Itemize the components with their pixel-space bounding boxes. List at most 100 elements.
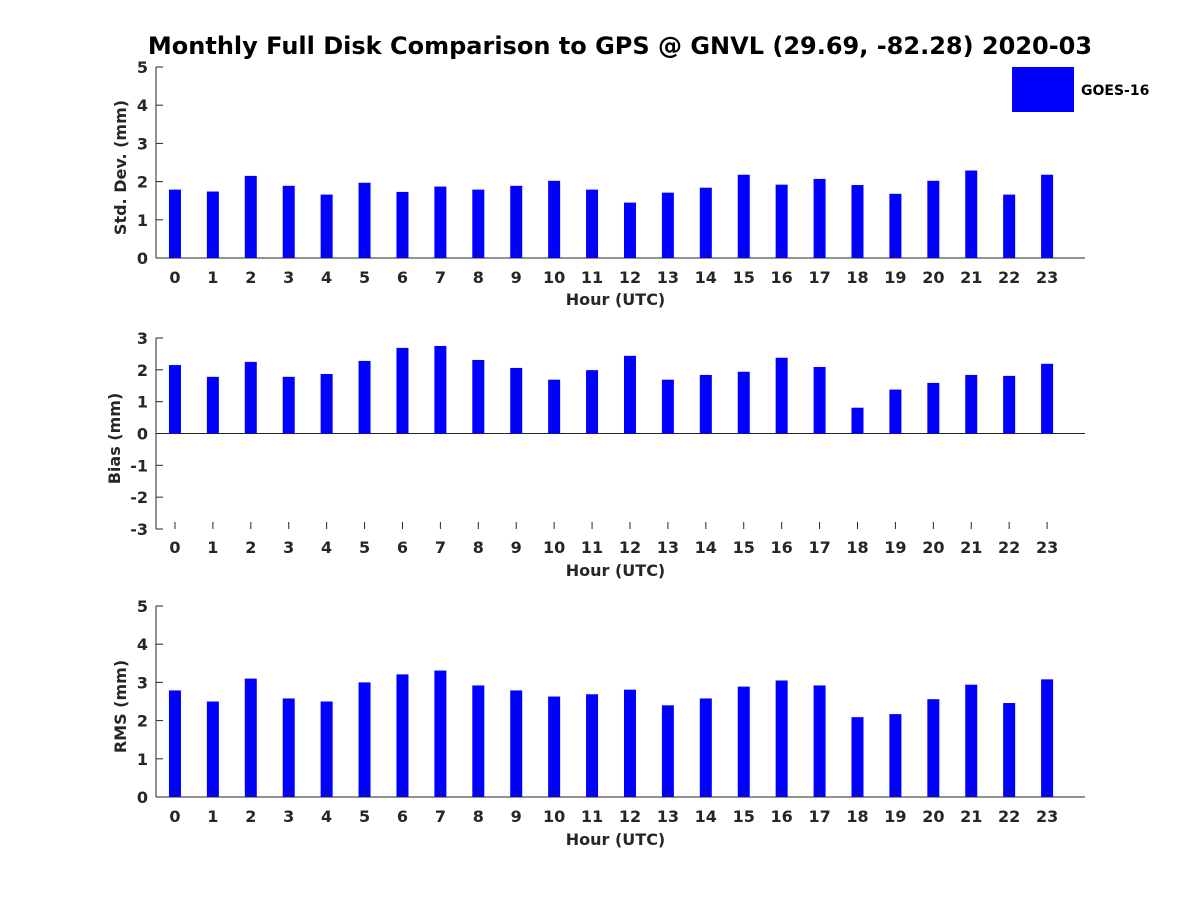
bar — [434, 670, 447, 797]
bar — [472, 359, 485, 434]
bar — [510, 185, 523, 258]
x-tick-label: 23 — [1036, 538, 1058, 557]
x-tick-label: 0 — [169, 538, 180, 557]
y-tick-label: 2 — [137, 361, 148, 380]
bar — [168, 690, 181, 797]
x-tick-label: 9 — [511, 807, 522, 826]
x-tick-label: 11 — [581, 268, 603, 287]
x-tick-label: 20 — [922, 538, 944, 557]
y-tick-label: 0 — [137, 788, 148, 807]
x-tick-label: 15 — [733, 268, 755, 287]
x-tick-label: 23 — [1036, 268, 1058, 287]
bar — [775, 357, 788, 434]
bar — [472, 685, 485, 797]
x-tick-label: 21 — [960, 538, 982, 557]
x-tick-label: 19 — [884, 538, 906, 557]
bar — [889, 193, 902, 258]
bar — [1041, 174, 1054, 258]
bar — [396, 674, 409, 797]
bar — [244, 175, 257, 258]
x-tick-label: 3 — [283, 807, 294, 826]
bar — [358, 682, 371, 797]
x-tick-label: 9 — [511, 268, 522, 287]
y-tick-label: 1 — [137, 393, 148, 412]
x-tick-label: 20 — [922, 807, 944, 826]
x-tick-label: 12 — [619, 268, 641, 287]
x-tick-label: 13 — [657, 807, 679, 826]
x-tick-label: 13 — [657, 268, 679, 287]
bar — [548, 180, 561, 258]
x-tick-label: 9 — [511, 538, 522, 557]
x-tick-label: 7 — [435, 268, 446, 287]
x-tick-label: 2 — [245, 807, 256, 826]
bar — [472, 189, 485, 258]
bar — [889, 714, 902, 797]
x-tick-label: 6 — [397, 538, 408, 557]
bar — [851, 717, 864, 797]
x-tick-label: 18 — [846, 538, 868, 557]
x-tick-label: 21 — [960, 807, 982, 826]
y-tick-label: 3 — [137, 134, 148, 153]
x-tick-label: 11 — [581, 807, 603, 826]
y-tick-label: -2 — [130, 488, 148, 507]
x-tick-label: 21 — [960, 268, 982, 287]
bar — [358, 360, 371, 434]
y-tick-label: 4 — [137, 635, 148, 654]
bar — [623, 202, 636, 258]
y-tick-label: 3 — [137, 329, 148, 348]
bar — [775, 184, 788, 258]
x-tick-label: 1 — [207, 807, 218, 826]
y-tick-label: 0 — [137, 425, 148, 444]
y-tick-label: 1 — [137, 211, 148, 230]
x-tick-label: 22 — [998, 807, 1020, 826]
bar — [586, 189, 599, 258]
bar — [927, 699, 940, 797]
x-axis-label: Hour (UTC) — [566, 290, 666, 309]
bar — [1041, 679, 1054, 797]
x-tick-label: 12 — [619, 538, 641, 557]
bar — [965, 684, 978, 797]
bar — [434, 186, 447, 258]
x-tick-label: 17 — [808, 807, 830, 826]
x-tick-label: 14 — [695, 538, 717, 557]
x-tick-label: 0 — [169, 268, 180, 287]
x-tick-label: 10 — [543, 538, 565, 557]
x-tick-label: 14 — [695, 268, 717, 287]
x-tick-label: 2 — [245, 268, 256, 287]
x-tick-label: 12 — [619, 807, 641, 826]
x-tick-label: 20 — [922, 268, 944, 287]
bar — [168, 189, 181, 258]
y-tick-label: 2 — [137, 712, 148, 731]
bar — [699, 698, 712, 797]
x-tick-label: 5 — [359, 807, 370, 826]
bar — [699, 187, 712, 258]
bar — [737, 371, 750, 434]
x-axis-label: Hour (UTC) — [566, 830, 666, 849]
bar — [510, 367, 523, 434]
chart-title: Monthly Full Disk Comparison to GPS @ GN… — [148, 32, 1092, 60]
x-tick-label: 7 — [435, 538, 446, 557]
y-axis-label: Bias (mm) — [105, 393, 124, 485]
bar — [623, 355, 636, 434]
y-tick-label: -3 — [130, 520, 148, 539]
y-tick-label: 5 — [137, 58, 148, 77]
bar — [586, 370, 599, 434]
bar — [206, 376, 219, 434]
x-tick-label: 14 — [695, 807, 717, 826]
bar — [548, 379, 561, 434]
bar — [1003, 375, 1016, 434]
y-axis-label: RMS (mm) — [111, 660, 130, 753]
y-tick-label: 4 — [137, 96, 148, 115]
bar — [1041, 363, 1054, 434]
x-tick-label: 10 — [543, 807, 565, 826]
bar — [206, 191, 219, 258]
x-tick-label: 16 — [771, 268, 793, 287]
bar — [965, 374, 978, 434]
y-tick-label: 3 — [137, 673, 148, 692]
bar — [623, 689, 636, 797]
x-tick-label: 6 — [397, 807, 408, 826]
x-tick-label: 7 — [435, 807, 446, 826]
x-tick-label: 8 — [473, 268, 484, 287]
